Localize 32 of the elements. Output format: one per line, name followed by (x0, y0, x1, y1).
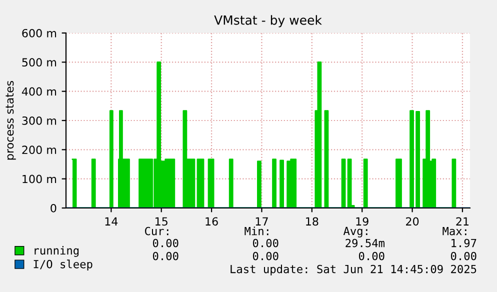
text: 0.00 (152, 238, 178, 248)
y-tick-label: 300 m (22, 116, 56, 125)
text: Max: (442, 226, 466, 236)
text: Last update: Sat Jun 21 14:45:09 2025 (230, 264, 476, 276)
text: 1.97 (452, 238, 476, 248)
y-tick-label: 600 m (22, 28, 56, 38)
x-tick-label: 17 (256, 217, 268, 226)
text: 0.00 (358, 252, 384, 260)
y-tick-label: 500 m (22, 58, 56, 67)
text: 0.00 (450, 252, 476, 260)
x-tick-label: 20 (406, 217, 419, 226)
y-tick-label: 100 m (22, 174, 56, 184)
x-tick-label: 16 (206, 217, 218, 226)
x-tick-label: 19 (356, 217, 368, 226)
text: Avg: (343, 226, 368, 238)
text: 0.00 (252, 238, 278, 248)
y-axis-title: process states (6, 80, 16, 160)
text: 29.54m (346, 238, 384, 248)
legend-label: I/O sleep (34, 260, 92, 270)
chart-title: VMstat - by week (214, 15, 322, 28)
x-tick-label: 15 (156, 217, 168, 226)
text: Cur: (144, 226, 168, 236)
y-tick-label: 200 m (22, 146, 56, 154)
x-tick-label: 21 (456, 217, 469, 226)
text: 0.00 (252, 252, 278, 260)
text: Min: (244, 226, 268, 236)
text: 0.00 (152, 252, 178, 260)
legend-label: running (34, 246, 79, 257)
x-tick-label: 18 (306, 217, 318, 226)
y-tick-label: 0 (50, 204, 56, 212)
y-tick-label: 400 m (22, 87, 56, 96)
x-tick-label: 14 (105, 217, 118, 226)
